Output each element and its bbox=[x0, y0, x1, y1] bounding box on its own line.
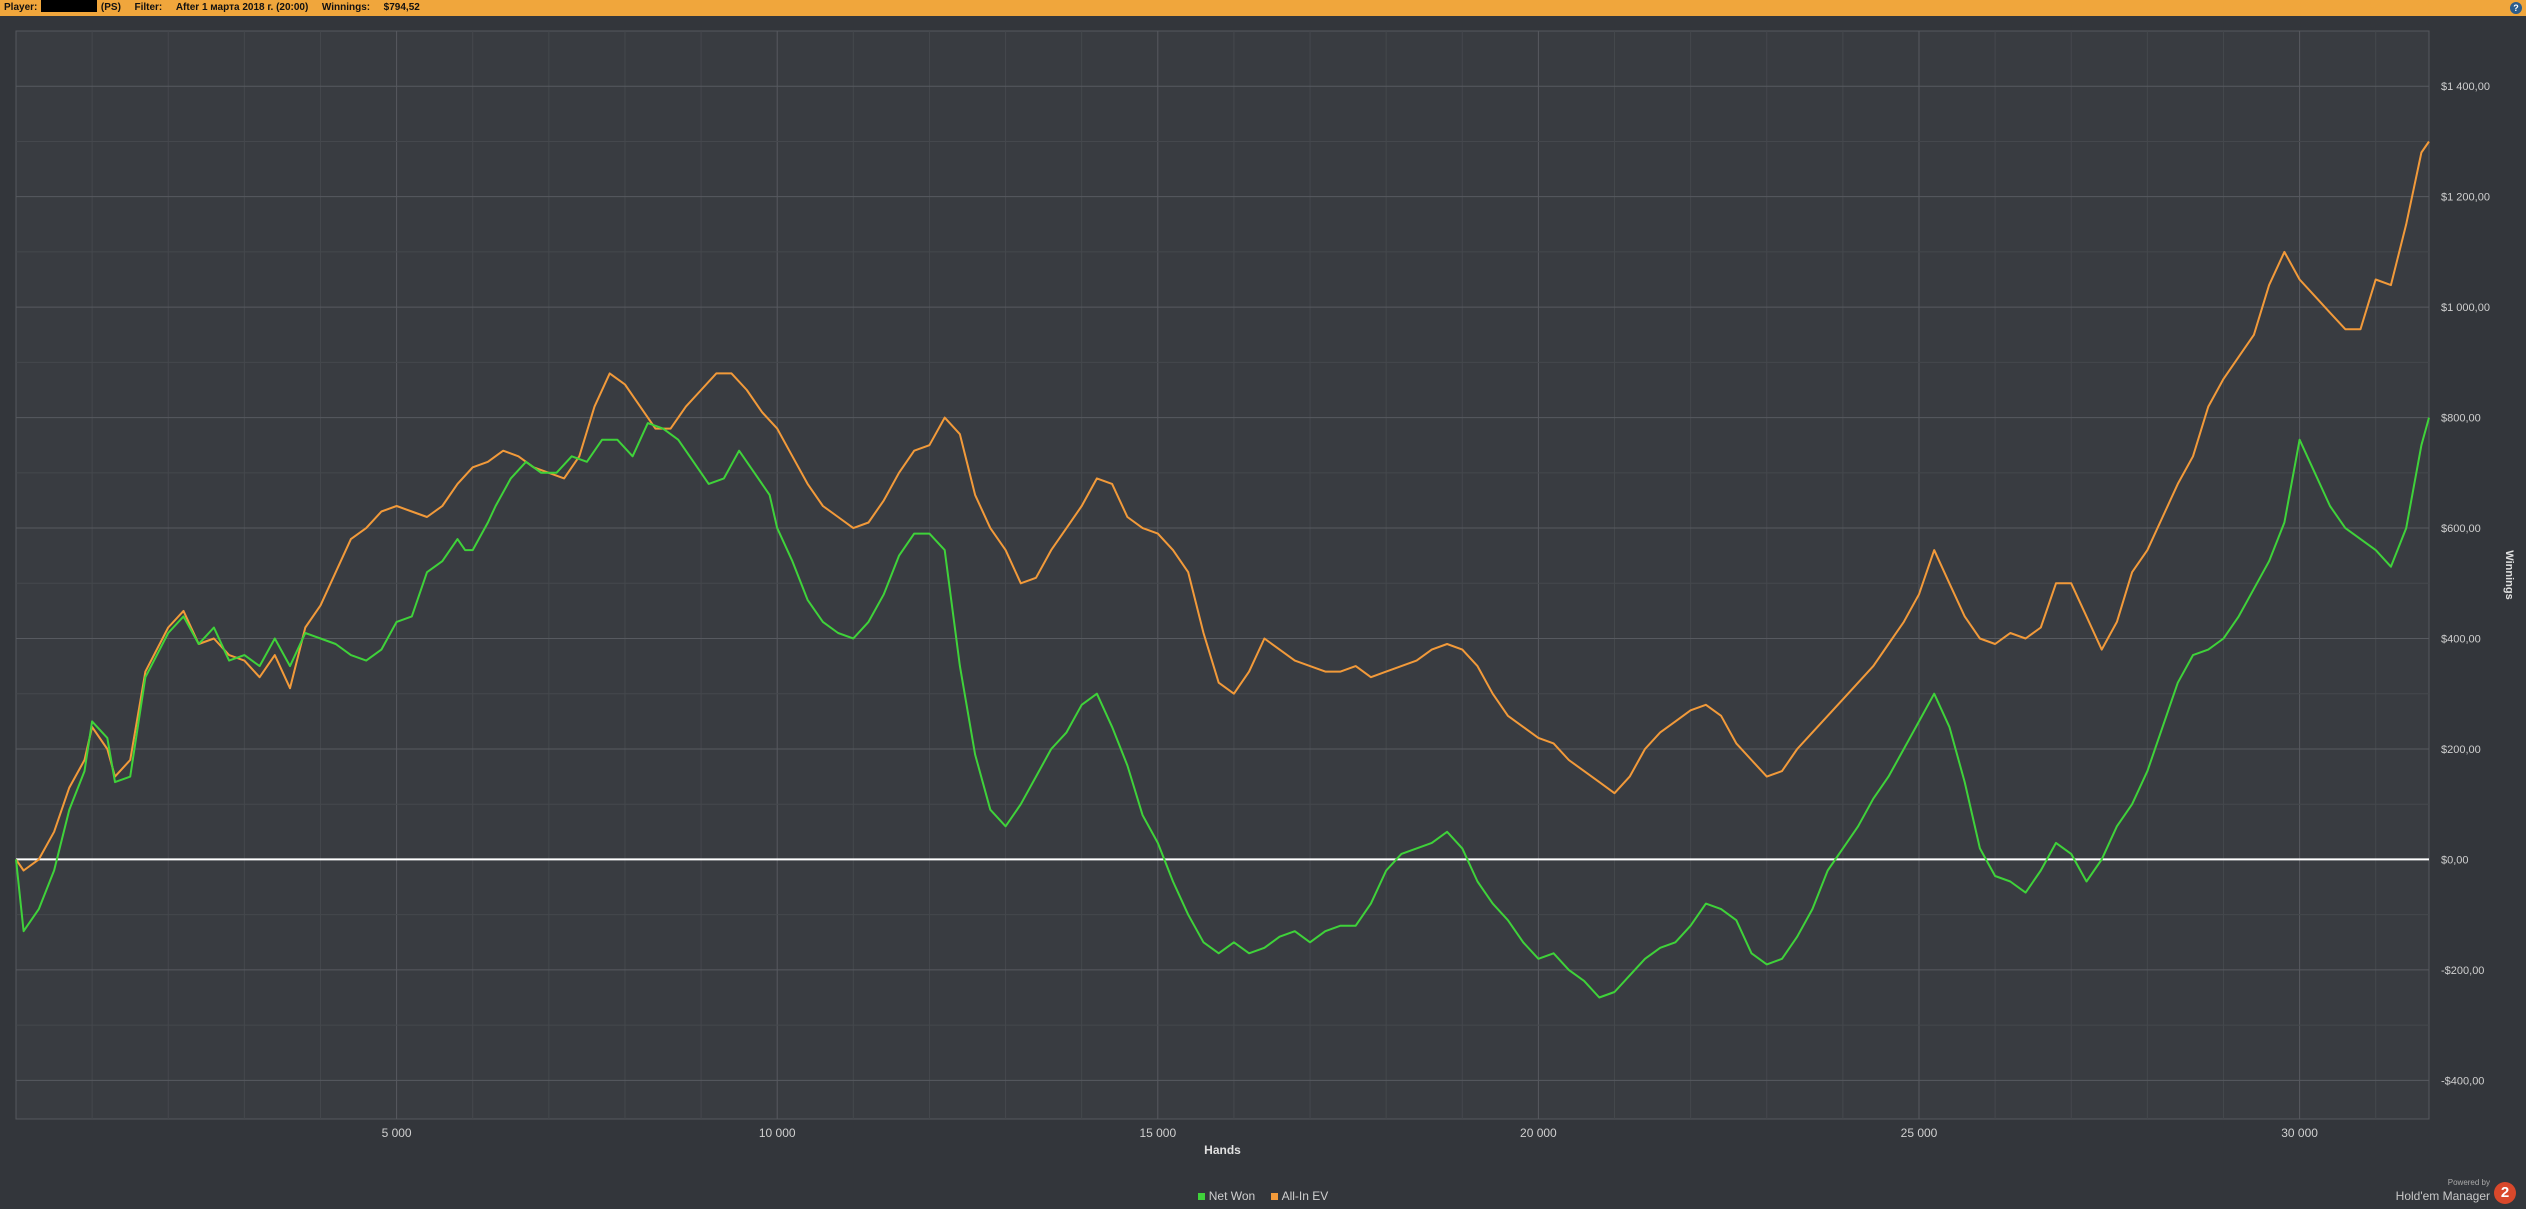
x-tick-label: 30 000 bbox=[2281, 1126, 2318, 1140]
series-line-all-in-ev bbox=[15, 140, 2430, 872]
winnings-graph: 5 000 10 000 15 000 20 000 25 000 30 000 -$400… bbox=[15, 30, 2515, 1157]
hem2-logo-icon: 2 bbox=[2494, 1182, 2516, 1204]
x-tick-label: 20 000 bbox=[1520, 1126, 1557, 1140]
x-tick-label: 5 000 bbox=[382, 1126, 412, 1140]
x-tick-label: 10 000 bbox=[759, 1126, 796, 1140]
site-tag: (PS) bbox=[100, 2, 121, 13]
y-tick-label: $1 400,00 bbox=[2441, 81, 2490, 93]
legend-label-all-in-ev: All-In EV bbox=[1281, 1189, 1329, 1203]
y-tick-label: $600,00 bbox=[2441, 523, 2481, 535]
info-icon[interactable]: ? bbox=[2510, 2, 2522, 14]
x-tick-label: 15 000 bbox=[1139, 1126, 1176, 1140]
chart-legend: Net Won All-In EV bbox=[0, 1189, 2526, 1203]
winnings-value: $794,52 bbox=[383, 2, 420, 13]
legend-net-won[interactable]: Net Won bbox=[1197, 1189, 1256, 1203]
y-tick-label: $1 000,00 bbox=[2441, 302, 2490, 314]
winnings-label: Winnings: bbox=[321, 2, 371, 13]
y-tick-label: $800,00 bbox=[2441, 413, 2481, 425]
y-tick-label: -$200,00 bbox=[2441, 965, 2484, 977]
y-tick-label: $0,00 bbox=[2441, 854, 2469, 866]
plot-area bbox=[15, 30, 2430, 1120]
series-line-net-won bbox=[15, 417, 2430, 999]
brand-name: Hold'em Manager bbox=[2395, 1189, 2490, 1203]
legend-label-net-won: Net Won bbox=[1208, 1189, 1256, 1203]
redacted-player-name bbox=[41, 0, 98, 12]
x-tick-label: 25 000 bbox=[1901, 1126, 1938, 1140]
legend-swatch-net-won bbox=[1197, 1193, 1205, 1201]
y-axis-label: Winnings bbox=[2503, 550, 2515, 599]
y-tick-label: $1 200,00 bbox=[2441, 192, 2490, 204]
filter-value[interactable]: After 1 марта 2018 г. (20:00) bbox=[175, 2, 309, 13]
y-tick-label: $200,00 bbox=[2441, 744, 2481, 756]
legend-all-in-ev[interactable]: All-In EV bbox=[1270, 1189, 1329, 1203]
y-tick-label: -$400,00 bbox=[2441, 1075, 2484, 1087]
powered-by-text: Powered by bbox=[2447, 1178, 2490, 1187]
y-tick-label: $400,00 bbox=[2441, 634, 2481, 646]
x-axis-label: Hands bbox=[1204, 1143, 1241, 1157]
header-bar: Player: (PS) Filter: After 1 марта 2018 … bbox=[0, 0, 2526, 16]
brand-logo-block: Powered by Hold'em Manager 2 bbox=[2376, 1178, 2516, 1206]
filter-label: Filter: bbox=[134, 2, 163, 13]
player-label: Player: bbox=[4, 2, 38, 13]
legend-swatch-all-in-ev bbox=[1270, 1193, 1278, 1201]
